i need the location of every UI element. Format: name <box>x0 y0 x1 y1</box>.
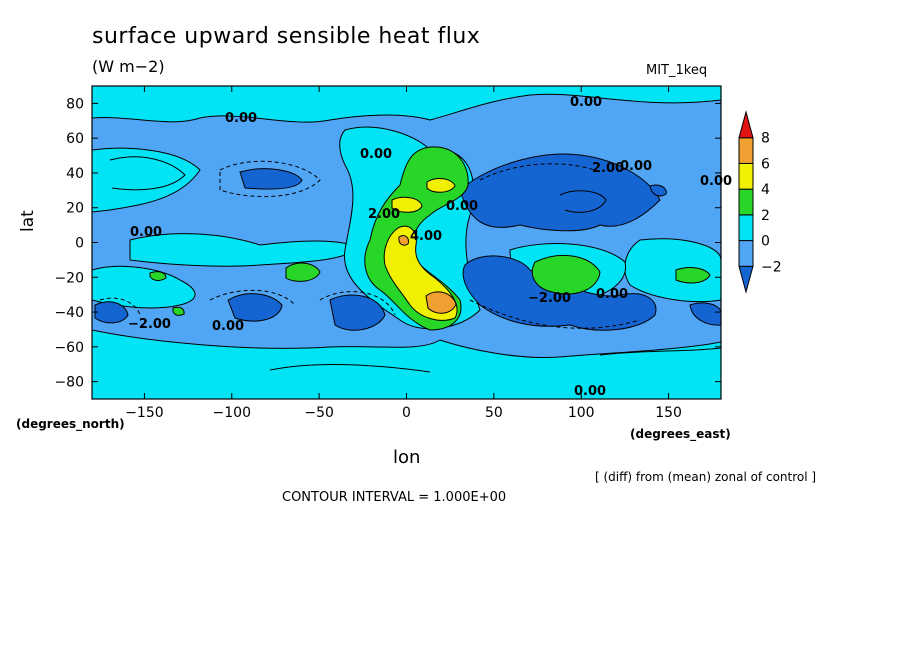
run-label: MIT_1keq <box>646 63 708 78</box>
contour-field <box>92 86 721 399</box>
negative-contours <box>99 160 641 329</box>
region-2to4-west <box>149 271 167 281</box>
y-axis-sublabel: (degrees_north) <box>16 417 125 431</box>
positive-contours <box>109 156 721 373</box>
region-negative-2 <box>459 153 661 232</box>
region-negative-4 <box>227 293 283 322</box>
region-4to6-ne <box>426 178 456 193</box>
diff-note: [ (diff) from (mean) zonal of control ] <box>595 470 817 484</box>
x-axis-label: lon <box>393 447 421 468</box>
colorbar-swatch <box>738 188 754 216</box>
x-tick-label: 50 <box>485 405 503 421</box>
colorbar-swatch <box>738 240 754 267</box>
y-tick-label: 20 <box>66 201 84 217</box>
colorbar-swatch <box>738 162 754 190</box>
x-tick-label: 150 <box>655 405 682 421</box>
region-6to8-small <box>398 235 409 246</box>
colorbar: −2 0 2 4 6 8 <box>738 110 782 294</box>
contour-label: 0.00 <box>360 147 392 162</box>
contour-label: 2.00 <box>592 161 624 176</box>
y-tick-label: 60 <box>66 131 84 147</box>
colorbar-label: 2 <box>761 208 770 224</box>
x-tick-label: −100 <box>213 405 251 421</box>
x-tick-label: 100 <box>568 405 595 421</box>
x-tick-label: −50 <box>304 405 334 421</box>
chart-title: surface upward sensible heat flux <box>92 24 481 49</box>
contour-label: 0.00 <box>570 95 602 110</box>
contour-label: −2.00 <box>528 291 571 306</box>
y-axis: −80 −60 −40 −20 0 20 40 60 80 <box>54 96 721 391</box>
colorbar-swatch <box>738 265 754 294</box>
colorbar-label: 0 <box>761 234 770 250</box>
colorbar-label: 6 <box>761 156 770 172</box>
region-2to4-sw2 <box>172 306 185 316</box>
contour-label: 2.00 <box>368 207 400 222</box>
region-negative-8 <box>689 302 721 326</box>
region-positive-north <box>92 86 721 123</box>
colorbar-swatch <box>738 214 754 242</box>
x-axis: −150 −100 −50 0 50 100 150 <box>125 86 682 421</box>
colorbar-label: −2 <box>761 259 782 275</box>
region-negative-5 <box>329 294 386 331</box>
y-tick-label: −20 <box>54 270 84 286</box>
colorbar-label: 4 <box>761 182 770 198</box>
contour-interval: CONTOUR INTERVAL = 1.000E+00 <box>282 490 507 505</box>
region-2to4-far-east <box>675 267 711 284</box>
contour-label: 0.00 <box>130 225 162 240</box>
contour-label: 0.00 <box>446 199 478 214</box>
region-negative-6 <box>94 301 129 324</box>
region-negative-7 <box>649 184 667 197</box>
contour-label: 0.00 <box>620 159 652 174</box>
y-tick-label: −80 <box>54 375 84 391</box>
region-positive-nw <box>92 147 201 213</box>
y-tick-label: −40 <box>54 305 84 321</box>
contour-label: 4.00 <box>410 229 442 244</box>
x-tick-label: 0 <box>402 405 411 421</box>
region-negative-1 <box>239 168 303 190</box>
contour-label: 0.00 <box>212 319 244 334</box>
contour-label: 0.00 <box>225 111 257 126</box>
colorbar-label: 8 <box>761 131 770 147</box>
region-4to6-north <box>391 196 423 213</box>
x-tick-label: −150 <box>125 405 163 421</box>
y-tick-label: 0 <box>75 236 84 252</box>
chart-units: (W m−2) <box>92 57 165 76</box>
y-tick-label: −60 <box>54 340 84 356</box>
colorbar-swatch <box>738 110 754 139</box>
contour-label: 0.00 <box>596 287 628 302</box>
colorbar-swatch <box>738 137 754 164</box>
contour-label: 0.00 <box>574 384 606 399</box>
region-6to8-main <box>425 291 457 314</box>
region-positive-south <box>92 329 721 399</box>
y-tick-label: 40 <box>66 166 84 182</box>
x-axis-sublabel: (degrees_east) <box>630 427 731 441</box>
y-tick-label: 80 <box>66 96 84 112</box>
contour-label-group: 0.00 0.00 0.00 0.00 0.00 0.00 0.00 0.00 … <box>128 95 732 399</box>
contour-label: 0.00 <box>700 174 732 189</box>
region-2to4-east <box>531 254 601 295</box>
contour-label: −2.00 <box>128 317 171 332</box>
region-2to4-sw <box>285 262 321 282</box>
